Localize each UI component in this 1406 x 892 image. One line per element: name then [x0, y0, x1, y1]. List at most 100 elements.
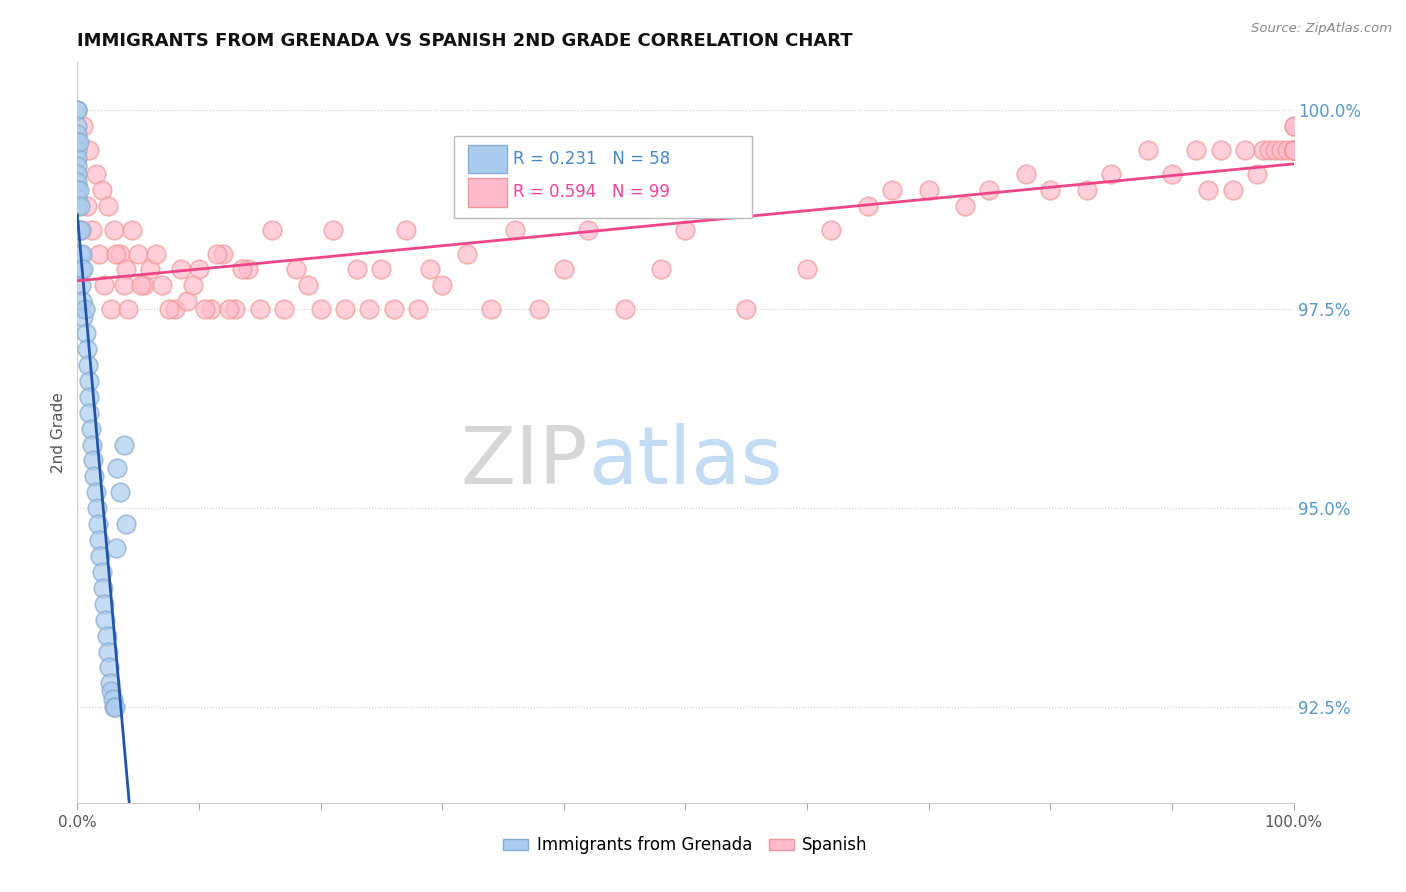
- Point: [188, 262, 211, 277]
- Point: [73, 302, 96, 317]
- Point: [1282, 143, 1305, 157]
- Point: [66, 191, 89, 205]
- Point: [79, 390, 101, 404]
- Point: [98, 676, 121, 690]
- Point: [93, 278, 115, 293]
- FancyBboxPatch shape: [468, 178, 506, 207]
- Point: [80, 437, 103, 451]
- FancyBboxPatch shape: [454, 136, 752, 218]
- Point: [1264, 143, 1286, 157]
- Point: [104, 700, 127, 714]
- Point: [576, 222, 599, 236]
- Point: [115, 517, 138, 532]
- Legend: Immigrants from Grenada, Spanish: Immigrants from Grenada, Spanish: [496, 830, 875, 861]
- Text: Source: ZipAtlas.com: Source: ZipAtlas.com: [1251, 22, 1392, 36]
- Point: [224, 302, 246, 317]
- Point: [176, 294, 198, 309]
- Point: [89, 549, 111, 563]
- Point: [249, 302, 271, 317]
- Point: [86, 501, 108, 516]
- Point: [66, 199, 89, 213]
- Point: [70, 294, 93, 309]
- Point: [1282, 119, 1305, 133]
- Point: [97, 660, 120, 674]
- Point: [72, 119, 94, 133]
- Point: [979, 183, 1001, 197]
- Point: [1282, 143, 1305, 157]
- Point: [194, 302, 217, 317]
- Point: [735, 302, 758, 317]
- Point: [479, 302, 502, 317]
- Point: [309, 302, 332, 317]
- Point: [108, 485, 131, 500]
- Point: [77, 358, 100, 372]
- Point: [260, 222, 283, 236]
- Point: [1099, 167, 1122, 181]
- Point: [359, 302, 381, 317]
- Point: [105, 246, 128, 260]
- Point: [107, 461, 129, 475]
- Point: [382, 302, 405, 317]
- Point: [231, 262, 253, 277]
- Point: [273, 302, 295, 317]
- Point: [72, 262, 94, 277]
- Point: [66, 167, 89, 181]
- FancyBboxPatch shape: [468, 145, 506, 173]
- Point: [200, 302, 222, 317]
- Point: [212, 246, 235, 260]
- Point: [84, 167, 107, 181]
- Point: [94, 613, 117, 627]
- Point: [66, 135, 89, 149]
- Point: [395, 222, 418, 236]
- Point: [67, 222, 90, 236]
- Point: [79, 143, 101, 157]
- Point: [650, 262, 672, 277]
- Point: [1233, 143, 1256, 157]
- Point: [236, 262, 259, 277]
- Point: [1258, 143, 1281, 157]
- Point: [103, 700, 125, 714]
- Point: [333, 302, 356, 317]
- Point: [100, 302, 122, 317]
- Point: [918, 183, 941, 197]
- Point: [66, 159, 89, 173]
- Point: [105, 541, 128, 555]
- Point: [66, 183, 89, 197]
- Point: [108, 246, 131, 260]
- Point: [170, 262, 193, 277]
- Point: [1282, 143, 1305, 157]
- Point: [1136, 143, 1159, 157]
- Point: [66, 175, 89, 189]
- Point: [70, 222, 93, 236]
- Text: IMMIGRANTS FROM GRENADA VS SPANISH 2ND GRADE CORRELATION CHART: IMMIGRANTS FROM GRENADA VS SPANISH 2ND G…: [77, 32, 853, 50]
- Point: [93, 597, 115, 611]
- Point: [1076, 183, 1098, 197]
- Point: [87, 517, 110, 532]
- Point: [91, 581, 114, 595]
- Point: [90, 565, 112, 579]
- Text: R = 0.594   N = 99: R = 0.594 N = 99: [513, 183, 669, 201]
- Y-axis label: 2nd Grade: 2nd Grade: [51, 392, 66, 473]
- Point: [70, 222, 93, 236]
- Point: [66, 103, 89, 118]
- Point: [97, 644, 120, 658]
- Point: [67, 135, 90, 149]
- Point: [79, 374, 101, 388]
- Point: [856, 199, 879, 213]
- Point: [69, 246, 91, 260]
- Point: [112, 437, 135, 451]
- Point: [66, 103, 89, 118]
- Point: [1282, 143, 1305, 157]
- Point: [1185, 143, 1208, 157]
- Point: [529, 302, 551, 317]
- Point: [69, 199, 91, 213]
- Point: [218, 302, 240, 317]
- Point: [76, 342, 98, 356]
- Point: [1246, 167, 1268, 181]
- Point: [430, 278, 453, 293]
- Point: [103, 222, 125, 236]
- Point: [67, 183, 90, 197]
- Point: [346, 262, 368, 277]
- Point: [1282, 143, 1305, 157]
- Point: [1282, 143, 1305, 157]
